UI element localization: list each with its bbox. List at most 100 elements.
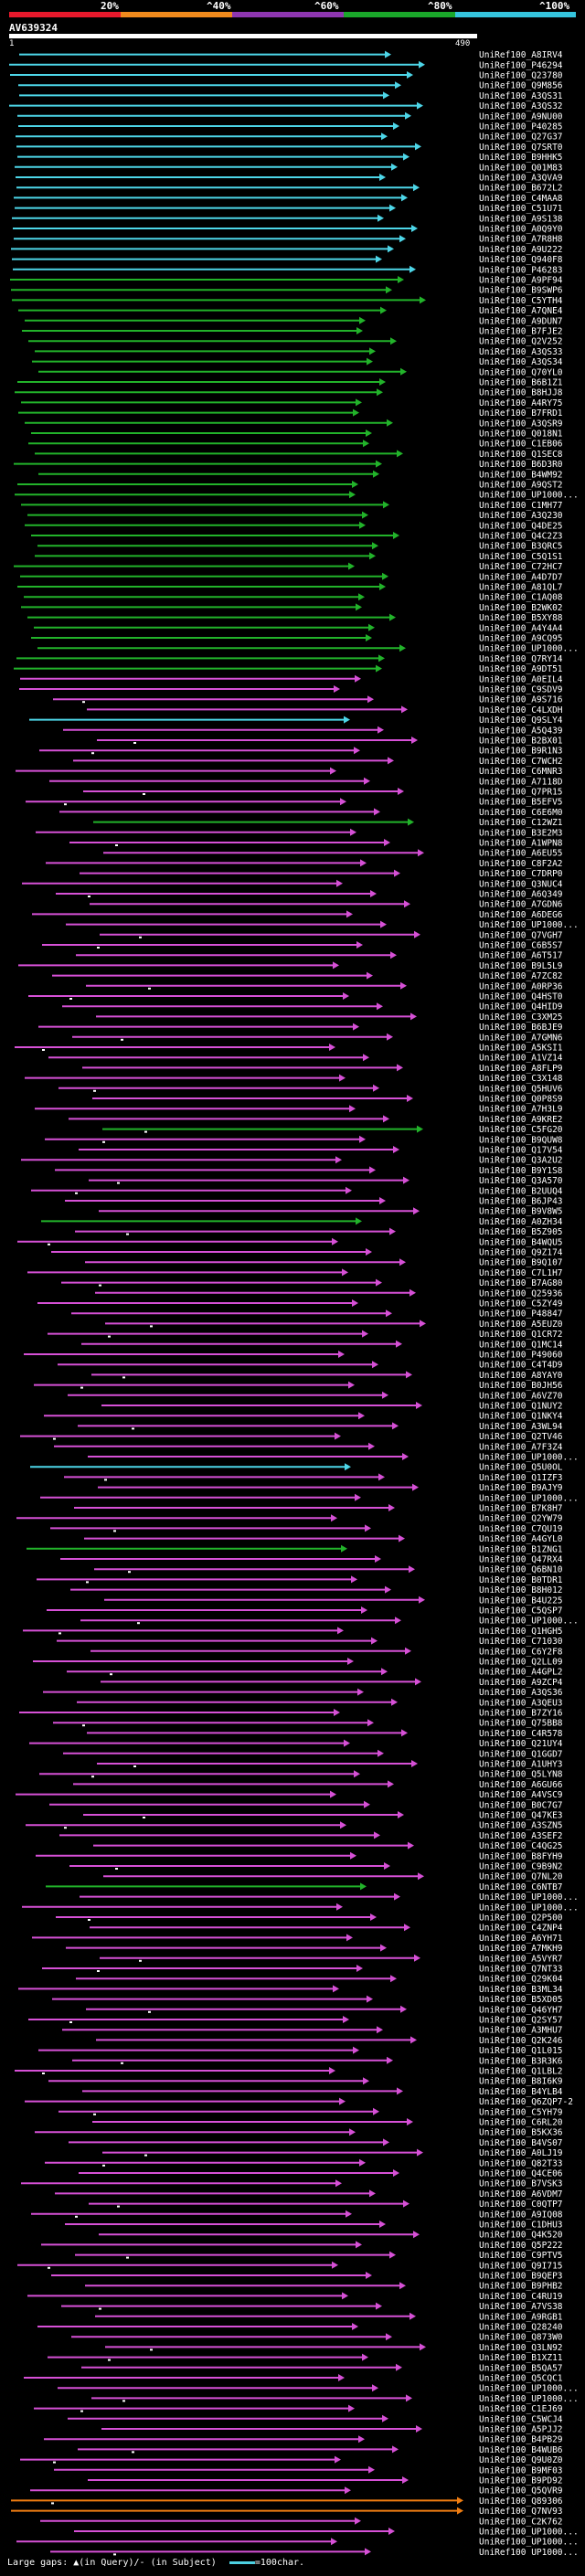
hit-label[interactable]: UniRef100_A3QS31 xyxy=(479,91,563,101)
hit-label[interactable]: UniRef100_Q2SY57 xyxy=(479,2016,563,2026)
hit-label[interactable]: UniRef100_B7K8H7 xyxy=(479,1504,563,1514)
hit-row[interactable]: UniRef100_B4WQU5 xyxy=(17,1237,563,1247)
hit-row[interactable]: UniRef100_C6B5S7 xyxy=(42,941,563,951)
hit-row[interactable]: UniRef100_Q1L015 xyxy=(38,2046,563,2056)
hit-label[interactable]: UniRef100_Q47KE3 xyxy=(479,1811,563,1821)
hit-label[interactable]: UniRef100_Q29K04 xyxy=(479,1975,563,1985)
hit-row[interactable]: UniRef100_A3QS36 xyxy=(43,1688,563,1698)
hit-label[interactable]: UniRef100_B1ZNG1 xyxy=(479,1544,563,1554)
hit-label[interactable]: UniRef100_B3QRC5 xyxy=(479,542,563,552)
hit-row[interactable]: UniRef100_B9AJY9 xyxy=(98,1483,563,1493)
hit-label[interactable]: UniRef100_C7L1H7 xyxy=(479,1268,563,1278)
hit-row[interactable]: UniRef100_B3QRC5 xyxy=(37,542,563,552)
hit-label[interactable]: UniRef100_C5FG20 xyxy=(479,1125,563,1135)
hit-label[interactable]: UniRef100_C6RL20 xyxy=(479,2118,563,2128)
hit-label[interactable]: UniRef100_C72HC7 xyxy=(479,562,563,572)
hit-row[interactable]: UniRef100_Q1LBL2 xyxy=(15,2067,563,2077)
hit-row[interactable]: UniRef100_B5XD05 xyxy=(52,1995,563,2005)
hit-row[interactable]: UniRef100_UP1000... xyxy=(91,2394,579,2404)
hit-row[interactable]: UniRef100_C4R578 xyxy=(87,1729,563,1739)
hit-row[interactable]: UniRef100_A9U222 xyxy=(11,245,563,255)
hit-label[interactable]: UniRef100_B2UUQ4 xyxy=(479,1186,563,1196)
hit-label[interactable]: UniRef100_Q1GGD7 xyxy=(479,1749,563,1759)
hit-label[interactable]: UniRef100_A5VYR7 xyxy=(479,1954,563,1964)
hit-label[interactable]: UniRef100_B5Z905 xyxy=(479,1227,563,1237)
hit-row[interactable]: UniRef100_C6Y2F8 xyxy=(90,1647,563,1657)
hit-row[interactable]: UniRef100_B9QUW8 xyxy=(45,1135,563,1145)
hit-label[interactable]: UniRef100_A6T517 xyxy=(479,951,563,961)
hit-label[interactable]: UniRef100_Q2V252 xyxy=(479,337,563,347)
hit-row[interactable]: UniRef100_A0RP36 xyxy=(86,981,563,991)
hit-row[interactable]: UniRef100_B5EFV5 xyxy=(26,798,563,808)
hit-label[interactable]: UniRef100_Q1L015 xyxy=(479,2046,563,2056)
hit-row[interactable]: UniRef100_A4Y4A4 xyxy=(34,623,563,633)
hit-label[interactable]: UniRef100_Q1CR72 xyxy=(479,1330,563,1340)
hit-row[interactable]: UniRef100_C6NTB7 xyxy=(46,1882,563,1892)
hit-row[interactable]: UniRef100_Q5LYN8 xyxy=(39,1770,563,1780)
hit-label[interactable]: UniRef100_B7FJE2 xyxy=(479,327,563,337)
hit-row[interactable]: UniRef100_Q4CE06 xyxy=(79,2169,563,2179)
hit-row[interactable]: UniRef100_C4MAA8 xyxy=(14,194,563,204)
hit-label[interactable]: UniRef100_A1UHY3 xyxy=(479,1760,563,1770)
hit-label[interactable]: UniRef100_A3SEF2 xyxy=(479,1831,563,1841)
hit-row[interactable]: UniRef100_C1EB06 xyxy=(28,440,563,450)
hit-label[interactable]: UniRef100_B6D3R0 xyxy=(479,460,563,470)
hit-label[interactable]: UniRef100_Q5LYN8 xyxy=(479,1770,563,1780)
hit-label[interactable]: UniRef100_C3XM25 xyxy=(479,1012,563,1023)
hit-label[interactable]: UniRef100_A3QSR9 xyxy=(479,419,563,429)
hit-label[interactable]: UniRef100_P40285 xyxy=(479,122,563,133)
hit-row[interactable]: UniRef100_B9Y1S8 xyxy=(55,1166,563,1176)
hit-label[interactable]: UniRef100_C7DRP0 xyxy=(479,869,563,879)
hit-label[interactable]: UniRef100_B7ZY16 xyxy=(479,1709,563,1719)
hit-row[interactable]: UniRef100_Q2V252 xyxy=(28,337,563,347)
hit-label[interactable]: UniRef100_A9S716 xyxy=(479,695,563,705)
hit-label[interactable]: UniRef100_B4U225 xyxy=(479,1595,563,1606)
hit-label[interactable]: UniRef100_A7MKH9 xyxy=(479,1944,563,1954)
hit-row[interactable]: UniRef100_A9CQ95 xyxy=(31,634,563,644)
hit-row[interactable]: UniRef100_C4T4D9 xyxy=(58,1361,563,1371)
hit-row[interactable]: UniRef100_C5QSP7 xyxy=(47,1606,563,1617)
hit-row[interactable]: UniRef100_C4LXDH xyxy=(87,705,563,716)
hit-label[interactable]: UniRef100_Q7NL20 xyxy=(479,1872,563,1882)
hit-label[interactable]: UniRef100_B9SWP6 xyxy=(479,286,563,296)
hit-label[interactable]: UniRef100_Q21UY4 xyxy=(479,1739,563,1749)
hit-row[interactable]: UniRef100_B3ML34 xyxy=(18,1985,563,1995)
hit-label[interactable]: UniRef100_Q4CE06 xyxy=(479,2169,563,2179)
hit-row[interactable]: UniRef100_B8I6K9 xyxy=(48,2077,563,2087)
hit-label[interactable]: UniRef100_C4ZNP4 xyxy=(479,1924,563,1934)
hit-label[interactable]: UniRef100_B7FRD1 xyxy=(479,408,563,419)
hit-label[interactable]: UniRef100_A3QS36 xyxy=(479,1688,563,1698)
hit-label[interactable]: UniRef100_C6E6M0 xyxy=(479,808,563,818)
hit-row[interactable]: UniRef100_B5Z905 xyxy=(75,1227,563,1237)
hit-row[interactable]: UniRef100_C9SDV9 xyxy=(19,685,563,695)
hit-row[interactable]: UniRef100_C71030 xyxy=(57,1637,563,1647)
hit-row[interactable]: UniRef100_Q2P500 xyxy=(56,1913,563,1924)
hit-row[interactable]: UniRef100_B9Q107 xyxy=(85,1258,563,1268)
hit-label[interactable]: UniRef100_Q4HID9 xyxy=(479,1002,563,1012)
hit-label[interactable]: UniRef100_B4VS07 xyxy=(479,2138,563,2148)
hit-row[interactable]: UniRef100_A3QSR9 xyxy=(25,419,563,429)
hit-label[interactable]: UniRef100_C4QG25 xyxy=(479,1841,563,1851)
hit-label[interactable]: UniRef100_UP1000... xyxy=(479,1493,579,1503)
hit-row[interactable]: UniRef100_B4U225 xyxy=(104,1595,563,1606)
hit-row[interactable]: UniRef100_B4PB29 xyxy=(44,2435,563,2445)
hit-label[interactable]: UniRef100_Q9U0Z0 xyxy=(479,2455,563,2465)
hit-label[interactable]: UniRef100_Q4K520 xyxy=(479,2231,563,2241)
hit-row[interactable]: UniRef100_C1EJ69 xyxy=(34,2404,563,2414)
hit-row[interactable]: UniRef100_B4YLB4 xyxy=(82,2087,563,2097)
hit-label[interactable]: UniRef100_C4RU19 xyxy=(479,2292,563,2302)
hit-label[interactable]: UniRef100_P49060 xyxy=(479,1351,563,1361)
hit-row[interactable]: UniRef100_P49060 xyxy=(24,1351,563,1361)
hit-label[interactable]: UniRef100_B7VSK3 xyxy=(479,2179,563,2189)
hit-label[interactable]: UniRef100_Q2P500 xyxy=(479,1913,563,1924)
hit-row[interactable]: UniRef100_A9S138 xyxy=(12,214,563,224)
hit-label[interactable]: UniRef100_Q2LL09 xyxy=(479,1658,563,1668)
hit-label[interactable]: UniRef100_A7H3L9 xyxy=(479,1105,563,1115)
hit-label[interactable]: UniRef100_C2K762 xyxy=(479,2517,563,2527)
hit-row[interactable]: UniRef100_C7QU19 xyxy=(50,1524,563,1534)
hit-label[interactable]: UniRef100_B4YLB4 xyxy=(479,2087,563,2097)
hit-label[interactable]: UniRef100_Q1NKY4 xyxy=(479,1412,563,1422)
hit-label[interactable]: UniRef100_UP1000... xyxy=(479,491,579,501)
hit-row[interactable]: UniRef100_B4WUB6 xyxy=(78,2445,563,2455)
hit-row[interactable]: UniRef100_A9IQ08 xyxy=(31,2210,563,2220)
